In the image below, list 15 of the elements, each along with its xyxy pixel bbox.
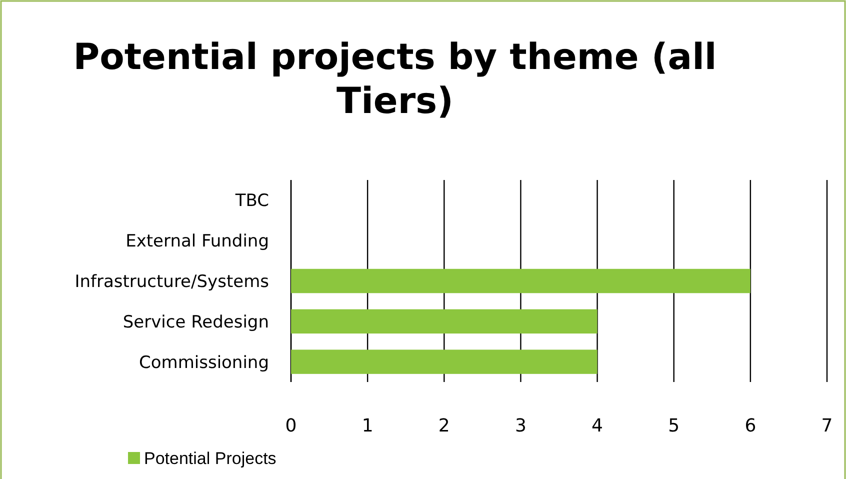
x-tick-label: 7 (821, 415, 833, 436)
x-tick-label: 2 (438, 415, 450, 436)
x-tick-label: 3 (514, 415, 526, 436)
y-tick-label: Commissioning (138, 352, 269, 373)
legend-label: Potential Projects (144, 448, 276, 468)
y-tick-label: TBC (234, 191, 269, 212)
x-tick-label: 0 (285, 415, 297, 436)
x-tick-label: 1 (362, 415, 374, 436)
chart-title: Potential projects by theme (all Tiers) (73, 37, 717, 122)
x-tick-label: 6 (744, 415, 756, 436)
x-tick-label: 5 (668, 415, 680, 436)
y-tick-label: External Funding (126, 232, 269, 252)
y-tick-label: Infrastructure/Systems (74, 272, 270, 292)
x-tick-label: 4 (592, 415, 604, 436)
y-tick-label: Service Redesign (122, 312, 269, 332)
